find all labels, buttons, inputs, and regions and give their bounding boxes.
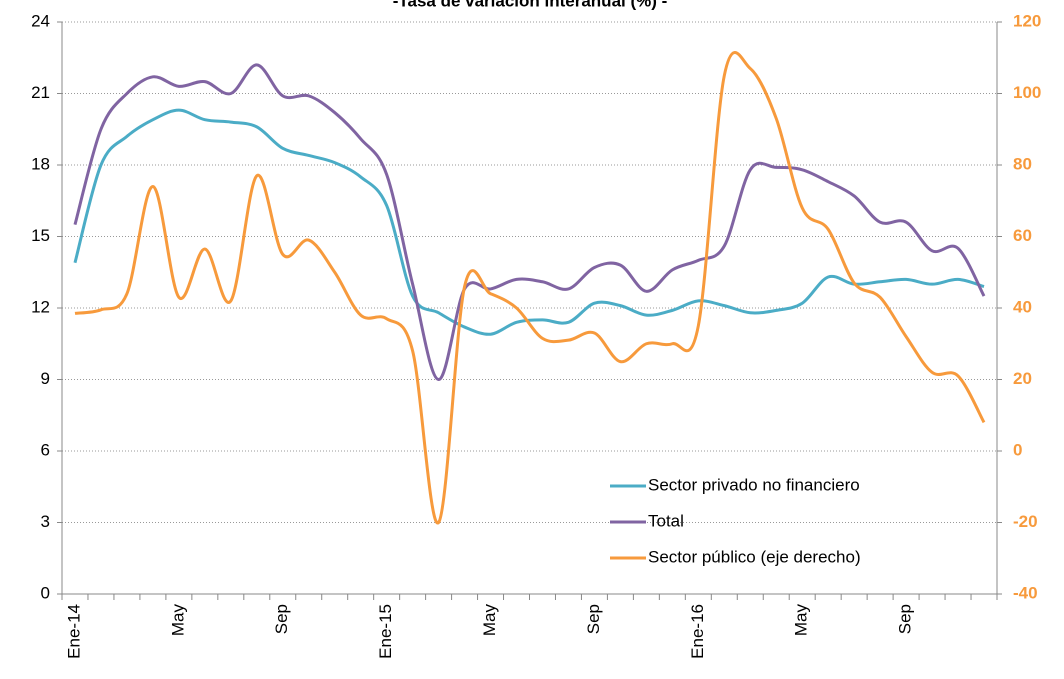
line-series [73,63,986,382]
y-tick-label: 15 [31,226,50,245]
y2-tick-label: 80 [1013,154,1032,173]
x-tick-label: May [168,604,187,637]
legend-label: Total [648,511,684,530]
x-tick-label: Ene-14 [64,604,83,659]
x-tick-label: May [480,604,499,637]
y-tick-label: 21 [31,83,50,102]
y2-tick-label: 0 [1013,440,1022,459]
line-series [74,51,986,525]
y-tick-label: 3 [41,512,50,531]
legend-label: Sector público (eje derecho) [648,547,861,566]
x-tick-label: Ene-15 [376,604,395,659]
y2-tick-label: 120 [1013,11,1041,30]
y2-tick-label: 20 [1013,369,1032,388]
y-tick-label: 18 [31,154,50,173]
x-tick-label: Sep [272,604,291,634]
y2-tick-label: -40 [1013,583,1038,602]
y2-tick-label: 100 [1013,83,1041,102]
line-series [73,108,985,336]
y-tick-label: 0 [41,583,50,602]
x-tick-label: Sep [584,604,603,634]
y-tick-label: 9 [41,369,50,388]
chart-title: -Tasa de variación interanual (%) - [393,0,668,10]
y-tick-label: 24 [31,11,50,30]
y2-tick-label: -20 [1013,512,1038,531]
y2-tick-label: 60 [1013,226,1032,245]
y-tick-label: 12 [31,297,50,316]
x-tick-label: May [792,604,811,637]
y-tick-label: 6 [41,440,50,459]
x-tick-label: Ene-16 [688,604,707,659]
y2-tick-label: 40 [1013,297,1032,316]
legend-label: Sector privado no financiero [648,475,860,494]
x-tick-label: Sep [896,604,915,634]
